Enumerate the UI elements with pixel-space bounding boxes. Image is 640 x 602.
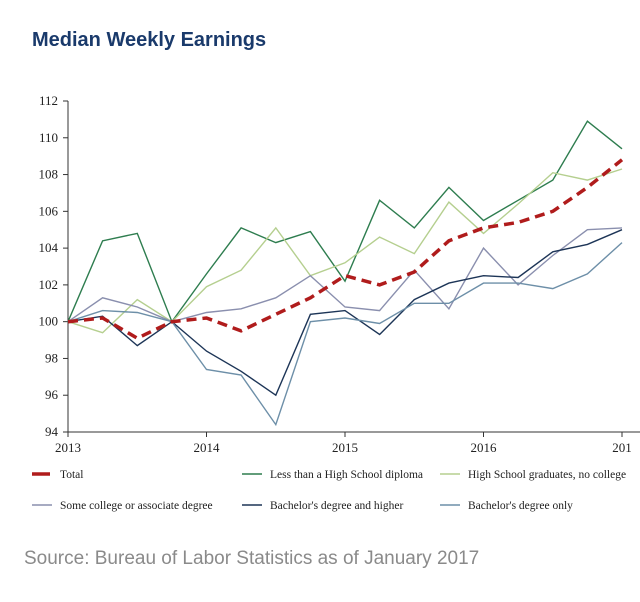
x-tick-label: 2013 — [55, 440, 81, 455]
series-line — [67, 168, 623, 334]
y-tick-label: 96 — [45, 387, 59, 402]
y-tick-label: 108 — [39, 167, 59, 182]
x-tick-label: 2016 — [471, 440, 498, 455]
y-tick-label: 104 — [39, 240, 59, 255]
series-line — [67, 158, 624, 341]
y-tick-label: 110 — [39, 130, 58, 145]
chart-title: Median Weekly Earnings — [32, 29, 266, 51]
legend-label: Total — [60, 469, 83, 481]
x-tick-label: 2015 — [332, 440, 358, 455]
y-tick-label: 100 — [39, 314, 59, 329]
series-line — [67, 229, 623, 397]
series-line — [67, 242, 623, 427]
x-tick-label: 201 — [612, 440, 632, 455]
legend-label: Bachelor's degree and higher — [270, 500, 403, 512]
y-tick-label: 98 — [45, 350, 58, 365]
y-tick-label: 112 — [39, 93, 58, 108]
y-tick-label: 94 — [45, 424, 59, 439]
legend-label: Bachelor's degree only — [468, 500, 573, 512]
source-note: Source: Bureau of Labor Statistics as of… — [24, 548, 479, 569]
series-line — [67, 120, 623, 324]
x-tick-label: 2014 — [194, 440, 221, 455]
legend-label: Less than a High School diploma — [270, 469, 423, 481]
y-tick-label: 106 — [39, 203, 59, 218]
series-line — [67, 227, 623, 323]
legend-label: High School graduates, no college — [468, 469, 626, 481]
y-tick-label: 102 — [39, 277, 59, 292]
legend-label: Some college or associate degree — [60, 500, 213, 512]
